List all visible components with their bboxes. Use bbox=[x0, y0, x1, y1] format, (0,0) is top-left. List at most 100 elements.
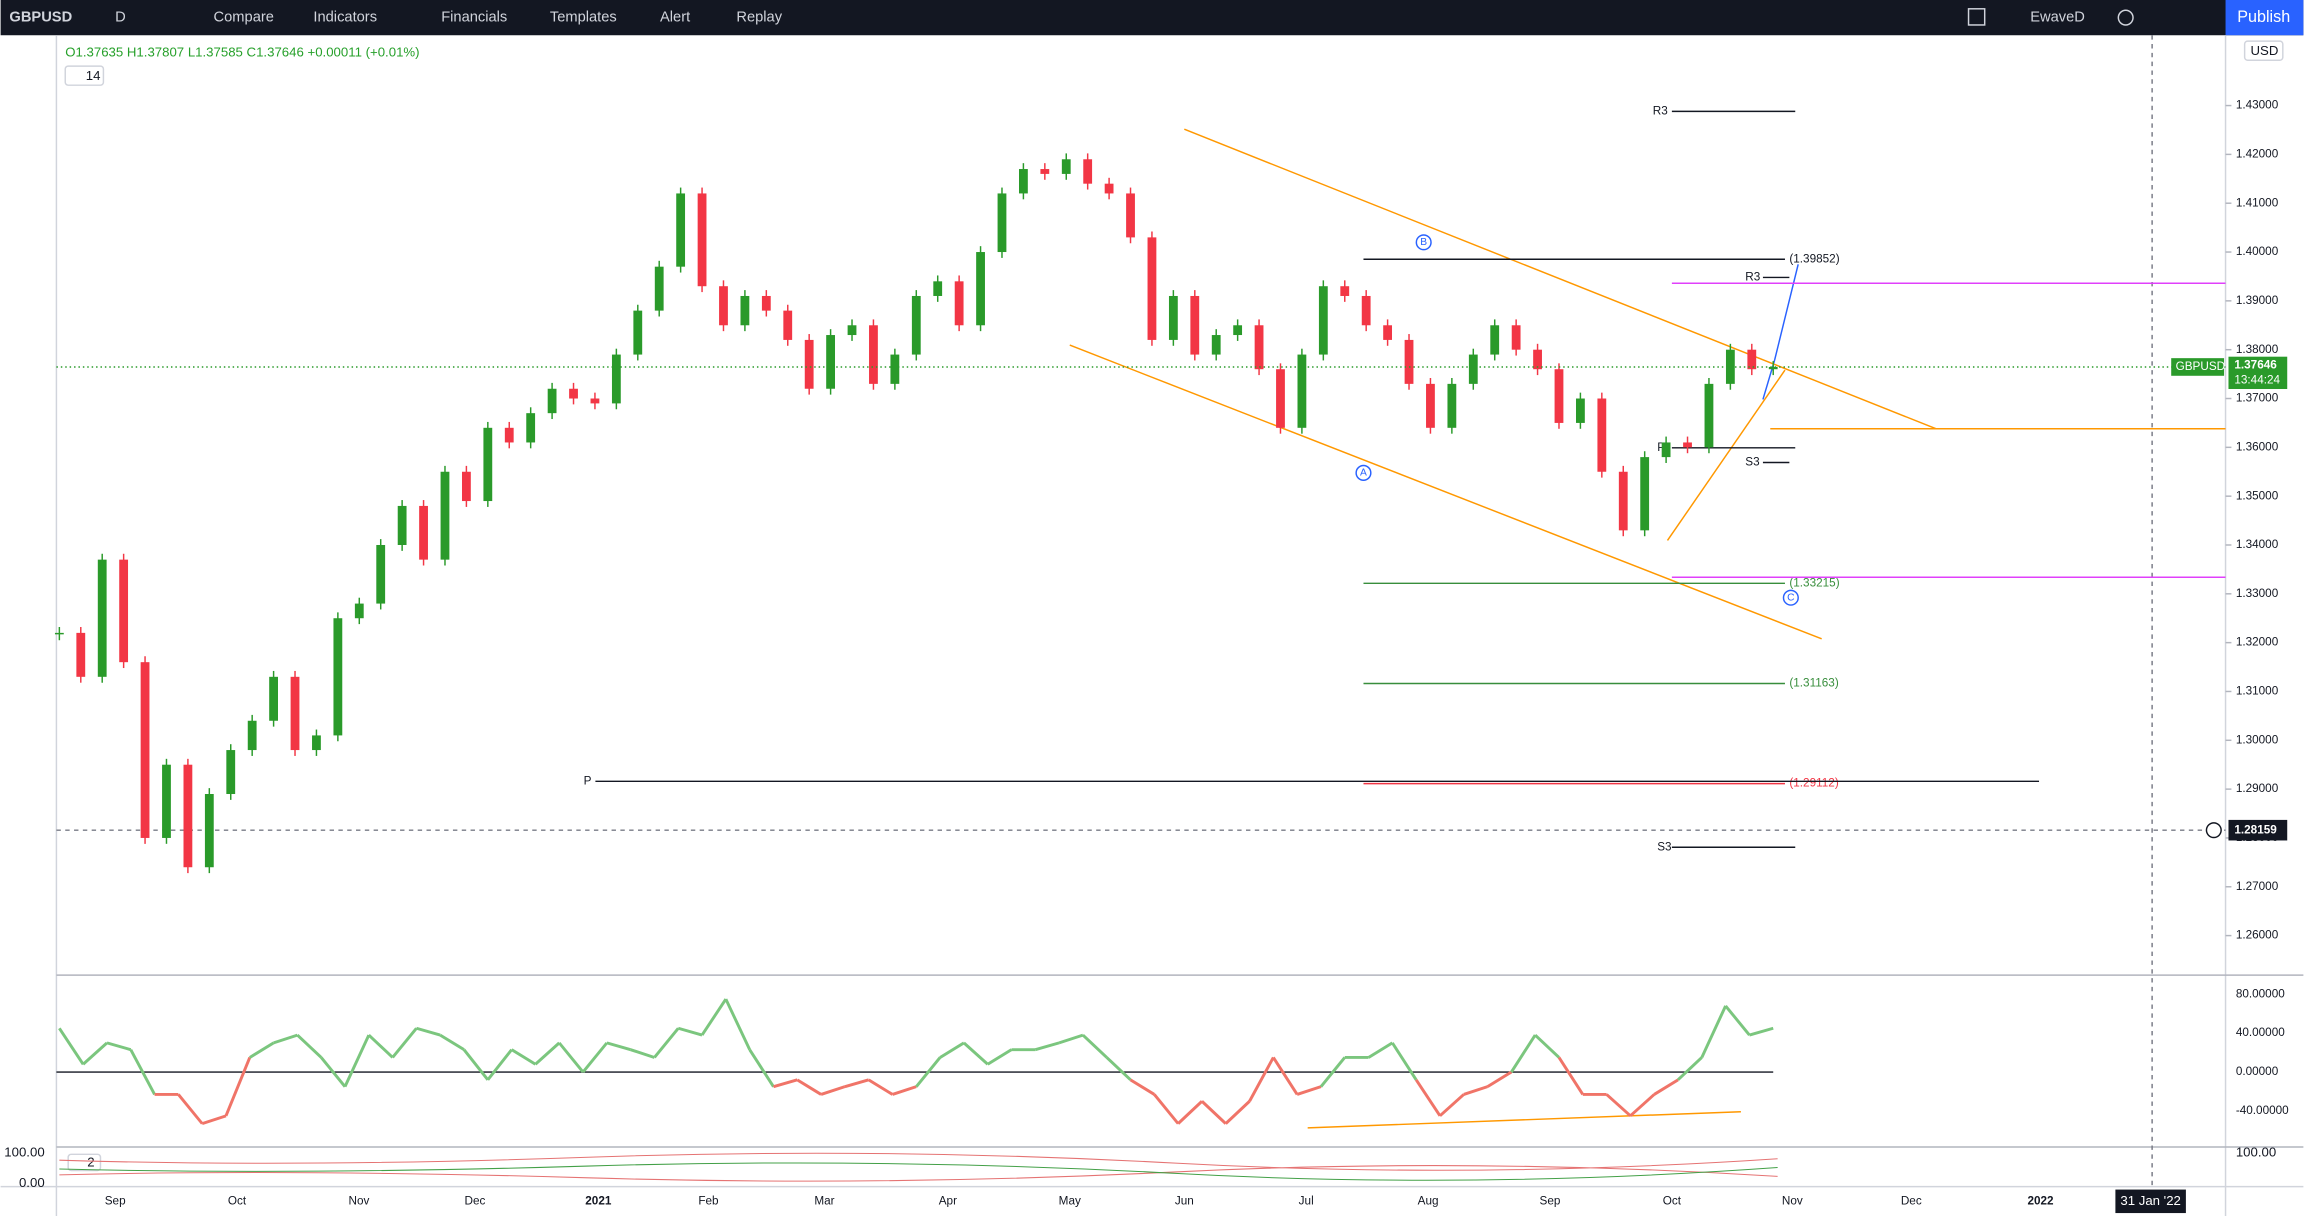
y-tick-label: 1.29000 bbox=[2236, 782, 2279, 795]
candle bbox=[290, 676, 300, 751]
badge-box[interactable] bbox=[64, 65, 105, 86]
y-tick-label: 1.42000 bbox=[2236, 147, 2279, 160]
panel-tick: 100.00 bbox=[4, 1144, 44, 1159]
y-tick-label: 0.00000 bbox=[2236, 1065, 2279, 1078]
oscillator-line bbox=[1749, 1026, 1774, 1037]
y-tick-label: 1.31000 bbox=[2236, 685, 2279, 698]
candle bbox=[1276, 369, 1285, 428]
interval[interactable]: D bbox=[115, 9, 126, 25]
candle bbox=[504, 427, 514, 443]
candle bbox=[826, 335, 836, 389]
x-tick-label: Dec bbox=[1901, 1194, 1922, 1207]
panel-line bbox=[59, 1162, 1778, 1181]
oscillator-line bbox=[296, 1034, 323, 1059]
candle bbox=[804, 339, 814, 389]
panel-line bbox=[59, 1152, 1778, 1182]
y-tick-label: 1.30000 bbox=[2236, 733, 2279, 746]
oscillator-line bbox=[201, 1114, 227, 1126]
publish-label[interactable]: Publish bbox=[2237, 8, 2290, 26]
candle bbox=[633, 310, 643, 355]
toolbar-button[interactable]: Templates bbox=[550, 9, 617, 25]
symbol[interactable]: GBPUSD bbox=[9, 9, 72, 25]
oscillator-line bbox=[700, 998, 728, 1036]
panel-tick: 0.00 bbox=[19, 1175, 45, 1190]
oscillator-line bbox=[58, 1027, 85, 1066]
candle bbox=[954, 281, 964, 326]
candle bbox=[1597, 398, 1607, 472]
level-label: S3 bbox=[1657, 840, 1672, 853]
currency[interactable]: USD bbox=[2251, 43, 2279, 58]
candle bbox=[1104, 183, 1114, 194]
x-tick-label: Oct bbox=[228, 1194, 247, 1207]
candle bbox=[1426, 383, 1435, 428]
badge-box[interactable] bbox=[67, 1153, 102, 1172]
price-tag bbox=[2228, 356, 2288, 390]
candle bbox=[1661, 442, 1671, 458]
candle bbox=[1190, 295, 1200, 355]
candle bbox=[526, 413, 536, 443]
oscillator-line bbox=[320, 1056, 347, 1088]
y-tick-label: 40.00000 bbox=[2236, 1026, 2285, 1039]
oscillator-line bbox=[677, 1026, 703, 1037]
oscillator-line bbox=[1510, 1034, 1537, 1073]
layout-icon[interactable] bbox=[1967, 8, 1986, 26]
oscillator-line bbox=[1486, 1070, 1513, 1088]
candle bbox=[1211, 335, 1221, 355]
oscillator-line bbox=[249, 1041, 275, 1059]
settings-icon[interactable] bbox=[2117, 9, 2134, 26]
oscillator-line bbox=[534, 1041, 561, 1066]
oscillator-line bbox=[915, 1056, 942, 1088]
oscillator-line bbox=[1224, 1100, 1251, 1125]
time-marker-box bbox=[2115, 1189, 2186, 1214]
candle bbox=[1447, 383, 1457, 428]
panel-badge[interactable]: 2 bbox=[87, 1155, 94, 1170]
publish-button[interactable] bbox=[2225, 0, 2304, 36]
toolbar-button[interactable]: Financials bbox=[441, 9, 507, 25]
oscillator-line bbox=[106, 1041, 132, 1052]
oscillator-line bbox=[653, 1027, 680, 1059]
candle bbox=[1361, 295, 1371, 326]
oscillator-line bbox=[1391, 1042, 1418, 1081]
candle bbox=[1233, 325, 1243, 336]
candle bbox=[1618, 471, 1628, 531]
oscillator-line bbox=[1129, 1078, 1156, 1096]
currency-box[interactable] bbox=[2243, 40, 2284, 61]
oscillator-line bbox=[558, 1041, 585, 1073]
channel-lower bbox=[1069, 344, 1822, 640]
candle bbox=[226, 750, 236, 795]
price-tag-label: 1.37646 bbox=[2234, 359, 2277, 372]
projection-arrow bbox=[1762, 264, 1799, 400]
oscillator-line bbox=[224, 1056, 252, 1117]
toolbar-button[interactable]: Replay bbox=[736, 9, 782, 25]
candle bbox=[1533, 349, 1542, 370]
toolbar-button[interactable]: Indicators bbox=[313, 9, 377, 25]
oscillator-line bbox=[773, 1078, 798, 1089]
oscillator-line bbox=[1414, 1079, 1442, 1117]
oscillator-line bbox=[1200, 1100, 1227, 1125]
y-tick-label: 1.39000 bbox=[2236, 294, 2279, 307]
x-tick-label: Oct bbox=[1663, 1194, 1682, 1207]
level-label: R3 bbox=[1653, 105, 1668, 118]
y-tick-label: 1.32000 bbox=[2236, 636, 2279, 649]
crosshair-label: 1.28159 bbox=[2234, 823, 2277, 836]
toolbar-button[interactable]: Compare bbox=[214, 9, 274, 25]
wave-label: B bbox=[1420, 237, 1427, 248]
oscillator-line bbox=[1438, 1093, 1465, 1117]
candle bbox=[376, 544, 386, 604]
level-label: (1.39852) bbox=[1789, 252, 1839, 265]
x-tick-label: Sep bbox=[1540, 1194, 1561, 1207]
oscillator-line bbox=[1629, 1093, 1656, 1117]
time-marker-label: 31 Jan '22 bbox=[2120, 1193, 2181, 1208]
candle bbox=[1340, 286, 1350, 296]
level-label: (1.29112) bbox=[1789, 777, 1838, 790]
y-tick-label: 1.41000 bbox=[2236, 196, 2279, 209]
x-tick-label: Apr bbox=[939, 1194, 957, 1207]
layout-name[interactable]: EwaveD bbox=[2030, 9, 2085, 25]
wave-circle bbox=[1782, 589, 1799, 606]
candle bbox=[1061, 159, 1071, 174]
toolbar-button[interactable]: Alert bbox=[660, 9, 690, 25]
candle bbox=[1511, 325, 1521, 350]
candle bbox=[333, 618, 343, 736]
indicator-badge[interactable]: 14 bbox=[86, 68, 101, 83]
